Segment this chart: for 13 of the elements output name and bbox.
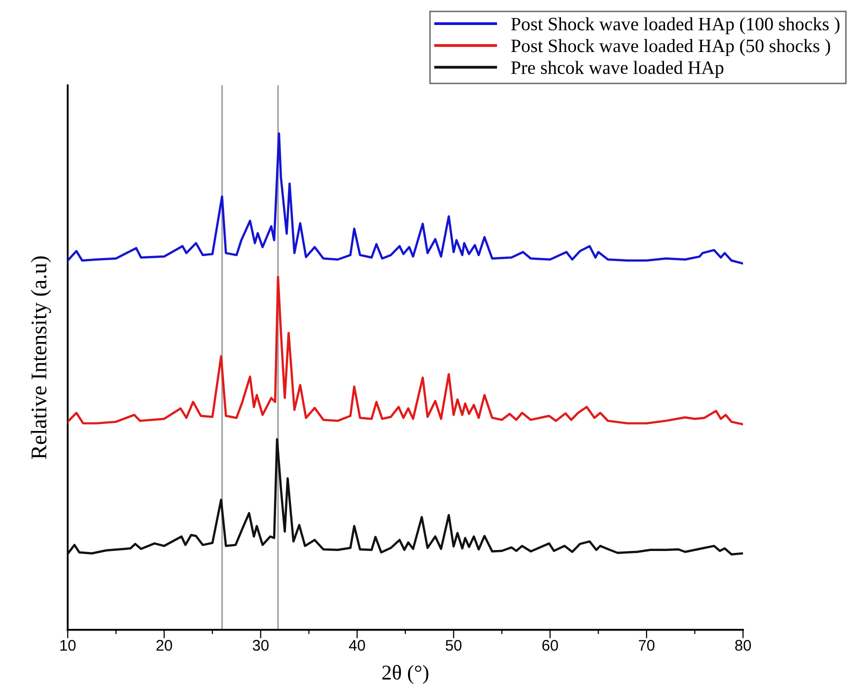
x-tick-label: 60 [542, 640, 558, 651]
x-tick-label: 80 [735, 640, 751, 651]
x-tick-label: 10 [60, 640, 76, 651]
x-tick-label: 30 [252, 640, 269, 651]
x-tick-label: 20 [156, 640, 172, 651]
x-tick-label: 40 [348, 640, 366, 651]
x-axis-title: 2θ (°) [382, 664, 428, 684]
y-axis-title: Relative Intensity (a.u) [30, 256, 52, 460]
x-tick-label: 70 [638, 640, 654, 651]
x-tick-label: 50 [446, 640, 462, 651]
legend-label: Post Shock wave loaded HAp (100 shocks ) [511, 17, 840, 34]
legend-label: Pre shcok wave loaded HAp [511, 60, 724, 78]
legend-label: Post Shock wave loaded HAp (50 shocks ) [511, 39, 830, 56]
